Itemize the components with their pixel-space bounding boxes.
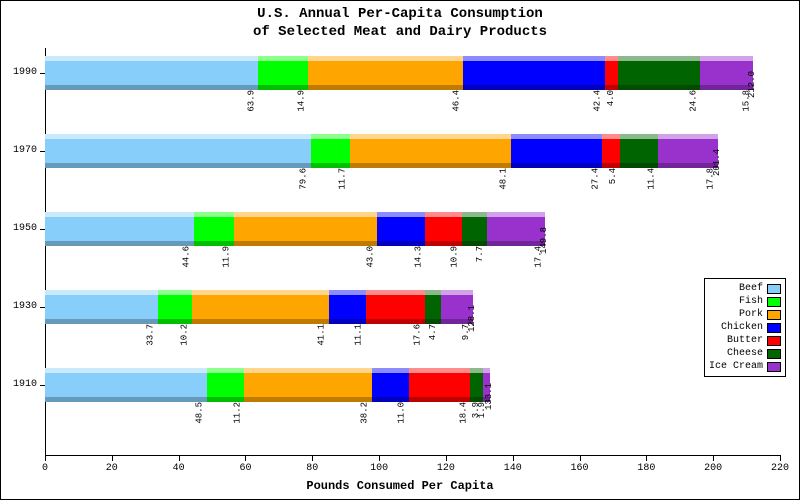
x-tick-label: 160 <box>571 463 589 474</box>
bar-segment: 46.4 <box>308 56 463 90</box>
bar-segment: 44.6 <box>45 212 194 246</box>
bar-segment: 11.9 <box>194 212 234 246</box>
chart-title: U.S. Annual Per-Capita Consumption of Se… <box>0 6 800 41</box>
bar-segment: 11.7 <box>311 134 350 168</box>
y-tick-label: 1930 <box>0 301 37 312</box>
legend-swatch <box>767 336 781 346</box>
x-tick-mark <box>446 455 447 461</box>
bar-segment: 17.6 <box>366 290 425 324</box>
x-tick-mark <box>780 455 781 461</box>
bar-segment: 48.1 <box>350 134 511 168</box>
bar-segment: 11.4 <box>620 134 658 168</box>
x-tick-mark <box>179 455 180 461</box>
x-tick-mark <box>312 455 313 461</box>
legend-swatch <box>767 349 781 359</box>
bar-segment: 14.9 <box>258 56 308 90</box>
legend-swatch <box>767 323 781 333</box>
bar-segment: 79.6 <box>45 134 311 168</box>
bar-segment: 38.2 <box>244 368 372 402</box>
chart-title-line-2: of Selected Meat and Dairy Products <box>0 24 800 42</box>
y-tick-label: 1950 <box>0 223 37 234</box>
legend-row: Cheese <box>709 347 781 360</box>
x-tick-label: 140 <box>504 463 522 474</box>
x-tick-label: 100 <box>370 463 388 474</box>
bar-segment: 42.4 <box>463 56 605 90</box>
x-tick-label: 120 <box>437 463 455 474</box>
x-tick-mark <box>580 455 581 461</box>
x-tick-label: 200 <box>704 463 722 474</box>
row-total-label: 212.0 <box>747 71 757 98</box>
x-tick-mark <box>513 455 514 461</box>
x-tick-mark <box>713 455 714 461</box>
x-tick-mark <box>646 455 647 461</box>
bar-segment: 33.7 <box>45 290 158 324</box>
bar-segment: 27.4 <box>511 134 603 168</box>
row-total-label: 149.8 <box>539 227 549 254</box>
bar-segment: 24.6 <box>618 56 700 90</box>
x-tick-label: 40 <box>173 463 185 474</box>
x-tick-mark <box>245 455 246 461</box>
bar-segment: 18.4 <box>409 368 470 402</box>
row-total-label: 128.1 <box>467 305 477 332</box>
x-axis-label: Pounds Consumed Per Capita <box>0 479 800 493</box>
x-tick-label: 0 <box>42 463 48 474</box>
legend-label: Cheese <box>709 347 767 360</box>
x-tick-label: 220 <box>771 463 789 474</box>
bar-group: 63.914.946.442.44.024.615.8 <box>45 56 780 90</box>
bar-group: 48.511.238.211.018.43.91.9 <box>45 368 780 402</box>
bar-segment: 7.7 <box>462 212 488 246</box>
bar-segment: 3.9 <box>470 368 483 402</box>
y-tick-label: 1910 <box>0 379 37 390</box>
bar-segment: 41.1 <box>192 290 329 324</box>
bar-segment: 17.4 <box>487 212 545 246</box>
legend-label: Butter <box>709 334 767 347</box>
bar-segment: 43.0 <box>234 212 378 246</box>
bar-segment: 17.8 <box>658 134 717 168</box>
bar-segment: 15.8 <box>700 56 753 90</box>
x-tick-label: 80 <box>306 463 318 474</box>
bar-segment: 48.5 <box>45 368 207 402</box>
bar-segment: 4.0 <box>605 56 618 90</box>
bar-group: 33.710.241.111.117.64.79.7 <box>45 290 780 324</box>
legend-row: Butter <box>709 334 781 347</box>
bar-segment: 14.3 <box>377 212 425 246</box>
y-tick-label: 1970 <box>0 145 37 156</box>
bar-group: 79.611.748.127.45.411.417.8 <box>45 134 780 168</box>
x-axis-line <box>45 455 780 456</box>
bar-segment: 4.7 <box>425 290 441 324</box>
y-tick-label: 1990 <box>0 67 37 78</box>
x-tick-mark <box>379 455 380 461</box>
row-total-label: 133.1 <box>484 383 494 410</box>
bar-segment: 10.9 <box>425 212 461 246</box>
bar-segment: 11.2 <box>207 368 244 402</box>
bar-segment: 63.9 <box>45 56 258 90</box>
x-tick-label: 60 <box>239 463 251 474</box>
x-tick-mark <box>45 455 46 461</box>
chart-title-line-1: U.S. Annual Per-Capita Consumption <box>0 6 800 24</box>
x-tick-label: 180 <box>637 463 655 474</box>
bar-segment: 5.4 <box>602 134 620 168</box>
bar-segment: 11.1 <box>329 290 366 324</box>
row-total-label: 201.4 <box>712 149 722 176</box>
x-tick-label: 20 <box>106 463 118 474</box>
bar-segment: 10.2 <box>158 290 192 324</box>
bar-group: 44.611.943.014.310.97.717.4 <box>45 212 780 246</box>
bar-segment: 11.0 <box>372 368 409 402</box>
x-tick-mark <box>112 455 113 461</box>
